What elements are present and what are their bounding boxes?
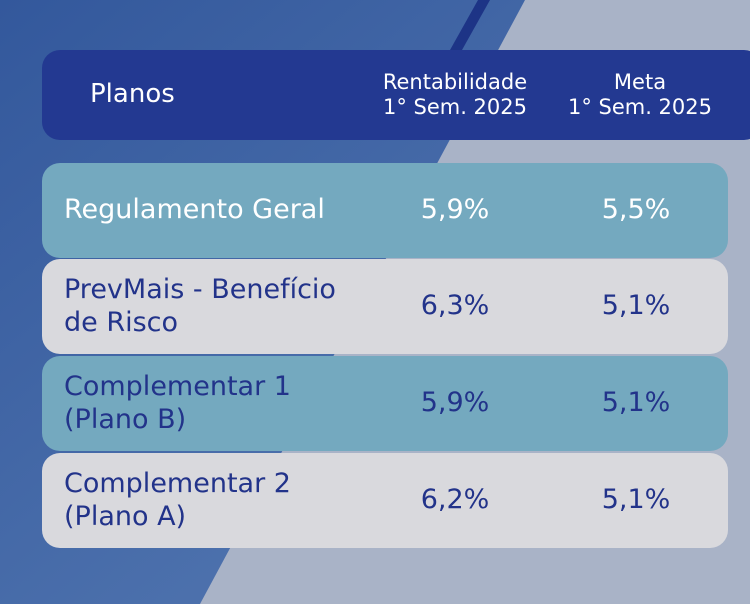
header-cell: Planos xyxy=(90,50,175,140)
value-text: 5,1% xyxy=(601,387,671,419)
header-text: 1° Sem. 2025 xyxy=(382,95,528,119)
value-text: 5,9% xyxy=(420,387,490,419)
return-value: 5,9% xyxy=(375,356,535,451)
plan-name-text: (Plano B) xyxy=(64,403,187,435)
value-text: 6,3% xyxy=(420,290,490,322)
value-text: 5,1% xyxy=(601,290,671,322)
plan-name-text: Complementar 1 xyxy=(64,371,291,403)
plan-name-text: (Plano A) xyxy=(64,500,187,532)
plan-name-text: PrevMais - Benefício xyxy=(64,274,336,306)
header-text: 1° Sem. 2025 xyxy=(567,95,713,119)
background-stripe xyxy=(450,0,490,50)
header-cell: Meta 1° Sem. 2025 xyxy=(560,50,720,140)
return-value: 6,3% xyxy=(375,259,535,354)
plan-name: Complementar 2 (Plano A) xyxy=(64,453,291,548)
table-row: Regulamento Geral 5,9% 5,5% xyxy=(42,163,728,258)
plan-name: Regulamento Geral xyxy=(64,163,325,258)
value-text: 5,5% xyxy=(601,194,671,226)
table-row: Complementar 2 (Plano A) 6,2% 5,1% xyxy=(42,453,728,548)
plan-name-text: Regulamento Geral xyxy=(64,194,325,226)
table-header: Planos Rentabilidade 1° Sem. 2025 Meta 1° Se… xyxy=(42,50,750,140)
goal-value: 5,1% xyxy=(556,259,716,354)
goal-value: 5,1% xyxy=(556,453,716,548)
plan-name-text: de Risco xyxy=(64,306,179,338)
plan-name-text: Complementar 2 xyxy=(64,468,291,500)
plan-name: Complementar 1 (Plano B) xyxy=(64,356,291,451)
value-text: 5,9% xyxy=(420,194,490,226)
table-row: Complementar 1 (Plano B) 5,9% 5,1% xyxy=(42,356,728,451)
goal-value: 5,1% xyxy=(556,356,716,451)
return-value: 6,2% xyxy=(375,453,535,548)
header-cell: Rentabilidade 1° Sem. 2025 xyxy=(375,50,535,140)
header-text: Rentabilidade xyxy=(382,69,528,94)
header-text: Planos xyxy=(90,79,175,110)
value-text: 5,1% xyxy=(601,484,671,516)
plan-name: PrevMais - Benefício de Risco xyxy=(64,259,336,354)
table-row: PrevMais - Benefício de Risco 6,3% 5,1% xyxy=(42,259,728,354)
return-value: 5,9% xyxy=(375,163,535,258)
goal-value: 5,5% xyxy=(556,163,716,258)
header-text: Meta xyxy=(613,69,667,94)
value-text: 6,2% xyxy=(420,484,490,516)
